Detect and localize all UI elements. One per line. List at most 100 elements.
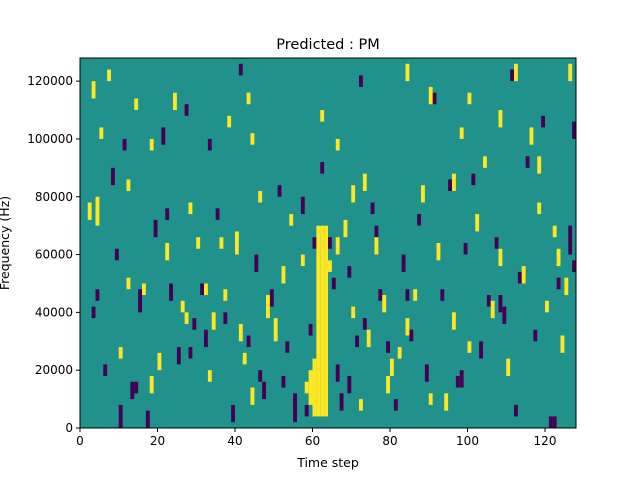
high-cell-50 (452, 312, 456, 330)
low-cell-65 (568, 225, 573, 255)
low-cell-62 (548, 416, 553, 428)
x-tick-label: 60 (305, 434, 320, 448)
x-tick-label: 120 (534, 434, 557, 448)
high-cell-53 (475, 214, 480, 232)
high-cell-15 (99, 127, 104, 139)
high-cell-85 (498, 248, 503, 267)
high-cell-35 (300, 254, 305, 267)
high-cell-52 (467, 341, 472, 353)
high-cell-7 (273, 318, 278, 342)
low-cell-66 (572, 260, 577, 272)
high-cell-19 (134, 98, 139, 111)
high-cell-0 (316, 225, 321, 417)
plot-frame (79, 57, 577, 429)
high-cell-33 (281, 266, 286, 284)
high-cell-22 (165, 243, 170, 261)
low-cell-39 (370, 202, 375, 215)
high-cell-34 (289, 214, 294, 226)
high-cell-48 (436, 243, 441, 261)
low-cell-69 (498, 295, 503, 313)
low-cell-36 (347, 266, 352, 278)
high-cell-47 (428, 86, 433, 105)
high-cell-43 (397, 347, 402, 359)
low-cell-11 (169, 283, 174, 301)
low-cell-46 (424, 364, 429, 382)
low-cell-22 (254, 254, 259, 272)
low-cell-77 (293, 393, 298, 411)
low-cell-0 (91, 306, 96, 319)
high-cell-13 (91, 81, 96, 99)
high-cell-72 (238, 323, 243, 342)
high-cell-58 (514, 63, 518, 82)
high-cell-18 (126, 179, 131, 191)
low-cell-33 (331, 277, 336, 290)
high-cell-9 (235, 231, 239, 255)
high-cell-49 (444, 393, 449, 411)
low-cell-56 (502, 306, 507, 324)
high-cell-39 (362, 173, 367, 191)
low-cell-53 (479, 341, 484, 359)
low-cell-25 (277, 185, 282, 197)
x-tick-label: 100 (456, 434, 479, 448)
low-cell-75 (347, 375, 352, 394)
high-cell-64 (560, 335, 565, 353)
high-cell-55 (490, 300, 495, 319)
high-cell-30 (242, 352, 247, 365)
high-cell-8 (250, 387, 255, 405)
low-cell-42 (393, 399, 398, 411)
low-cell-1 (95, 289, 100, 301)
high-cell-29 (227, 115, 232, 128)
high-cell-5 (304, 381, 309, 394)
high-cell-12 (87, 202, 92, 220)
high-cell-75 (328, 260, 332, 272)
low-cell-49 (448, 179, 453, 191)
low-cell-64 (556, 277, 561, 290)
low-cell-38 (359, 75, 363, 87)
high-cell-14 (95, 196, 100, 226)
high-cell-68 (142, 283, 146, 296)
x-axis-label: Time step (296, 455, 359, 470)
high-cell-81 (405, 318, 410, 336)
high-cell-31 (250, 133, 255, 145)
low-cell-81 (204, 329, 208, 348)
low-cell-9 (153, 219, 158, 238)
low-cell-30 (312, 237, 317, 249)
high-cell-78 (359, 399, 363, 411)
low-cell-16 (207, 138, 212, 151)
y-tick-label: 0 (65, 421, 73, 435)
low-cell-34 (335, 364, 340, 382)
x-tick-label: 80 (382, 434, 397, 448)
chart-title: Predicted : PM (276, 37, 379, 53)
high-cell-46 (421, 185, 425, 203)
high-cell-6 (266, 295, 270, 319)
high-cell-17 (118, 347, 123, 359)
high-cell-83 (452, 173, 456, 191)
high-cell-4 (308, 370, 313, 405)
low-cell-2 (103, 364, 108, 376)
low-cell-10 (161, 127, 166, 145)
high-cell-79 (374, 237, 379, 255)
low-cell-43 (401, 254, 406, 272)
low-cell-63 (552, 416, 557, 428)
y-axis-label: Frequency (Hz) (0, 196, 12, 290)
high-cell-77 (351, 306, 356, 319)
low-cell-54 (486, 295, 491, 307)
low-cell-32 (328, 237, 332, 249)
high-cell-24 (180, 300, 185, 313)
low-cell-29 (308, 323, 313, 336)
low-cell-74 (362, 318, 367, 330)
low-cell-44 (409, 329, 414, 342)
low-cell-48 (440, 289, 445, 301)
low-cell-12 (176, 347, 181, 365)
high-cell-62 (545, 300, 549, 313)
low-cell-24 (269, 289, 274, 307)
high-cell-57 (506, 358, 511, 376)
y-tick-label: 60000 (35, 248, 73, 262)
low-cell-14 (192, 318, 197, 330)
low-cell-15 (200, 283, 205, 296)
low-cell-50 (455, 375, 460, 388)
y-tick-label: 100000 (27, 132, 73, 146)
x-tick-label: 40 (227, 434, 242, 448)
high-cell-25 (188, 202, 193, 215)
low-cell-85 (111, 167, 115, 186)
